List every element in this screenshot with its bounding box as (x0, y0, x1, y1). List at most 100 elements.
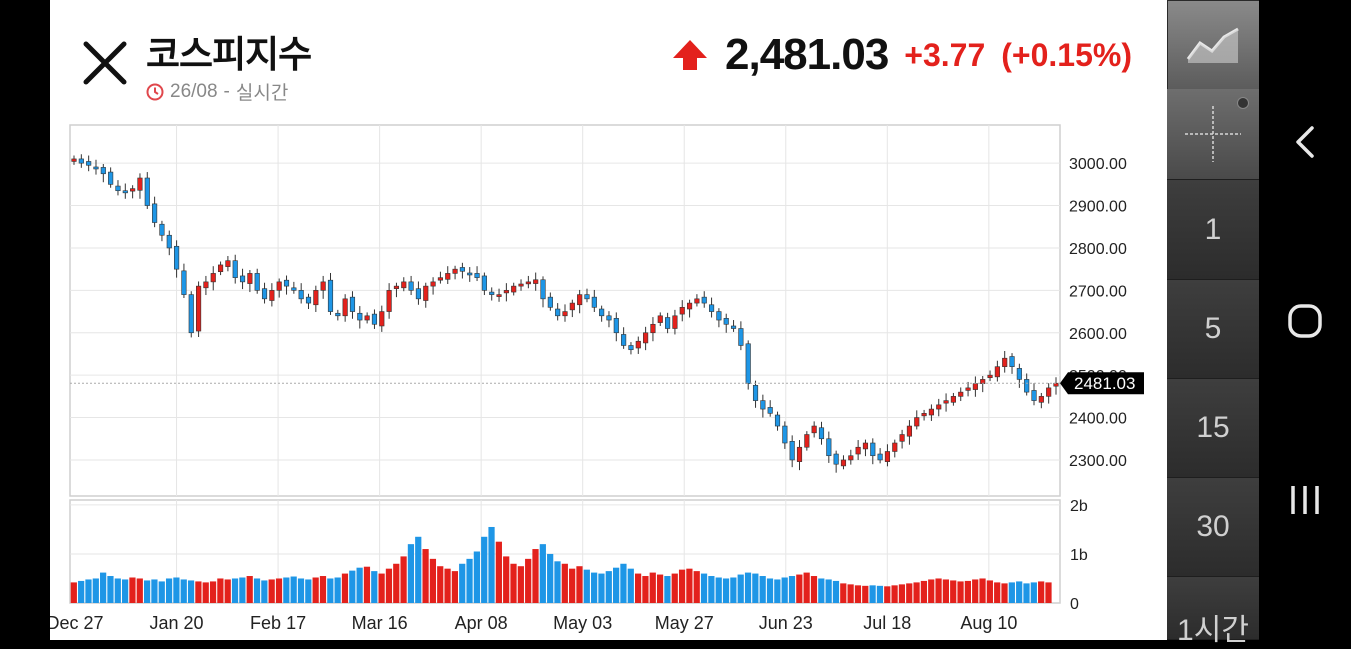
period-button-1[interactable]: 1 (1167, 180, 1259, 280)
volume-bar (942, 579, 950, 603)
candle-body (708, 304, 715, 312)
candle-body (1046, 387, 1052, 397)
volume-bar (605, 571, 612, 603)
candle-body (591, 296, 597, 308)
stock-chart[interactable]: 3000.002900.002800.002700.002600.002500.… (50, 0, 1167, 640)
volume-bar (906, 583, 913, 603)
candle-body (130, 188, 136, 192)
candle-body (511, 285, 517, 293)
y-tick-label: 2600.00 (1069, 326, 1127, 343)
y-tick-label: 3000.00 (1069, 156, 1127, 173)
candle-body (379, 311, 385, 327)
volume-bar (437, 566, 444, 603)
candle-body (767, 407, 773, 414)
candle-body (701, 296, 707, 304)
candle-body (577, 294, 583, 306)
candle-body (276, 281, 282, 291)
candle-body (687, 302, 693, 310)
back-button[interactable] (1259, 102, 1351, 182)
home-square-icon (1288, 304, 1322, 338)
volume-bar (700, 573, 708, 603)
volume-bar (466, 558, 473, 603)
mode-label: 실시간 (235, 83, 289, 104)
candle-body (159, 223, 165, 236)
volume-bar (400, 556, 407, 603)
candle-body (349, 296, 356, 312)
volume-bar (781, 577, 788, 603)
x-tick-label: Mar 16 (352, 613, 408, 633)
volume-bar (708, 576, 715, 603)
volume-bar (847, 584, 854, 603)
candle-body (899, 434, 905, 442)
volume-bar (481, 536, 488, 603)
volume-bar (722, 578, 730, 603)
close-icon[interactable] (78, 40, 132, 86)
x-tick-label: Jun 23 (759, 613, 813, 633)
price-summary: 2,481.03 +3.77 (+0.15%) (671, 30, 1132, 80)
left-edge (0, 0, 50, 640)
candle-body (547, 296, 553, 308)
candle-body (613, 318, 619, 334)
volume-bar (525, 558, 532, 603)
volume-bar (151, 579, 158, 603)
volume-bar (613, 567, 620, 603)
recents-button[interactable] (1259, 460, 1351, 540)
period-button-5[interactable]: 5 (1167, 280, 1259, 379)
volume-bar (290, 576, 297, 603)
candle-body (335, 312, 341, 317)
volume-bar (356, 567, 363, 603)
x-tick-label: Feb 17 (250, 613, 306, 633)
volume-bar (217, 578, 224, 603)
period-button-1h[interactable]: 1시간 (1167, 577, 1259, 647)
volume-bar (759, 576, 766, 603)
volume-bar (928, 579, 935, 603)
date-label: 26/08 (170, 80, 218, 102)
volume-bar (363, 566, 371, 603)
chart-type-button[interactable] (1167, 0, 1261, 90)
volume-bar (422, 549, 429, 603)
volume-bar (246, 576, 253, 603)
x-tick-label: Jan 20 (150, 613, 204, 633)
candle-body (694, 298, 700, 304)
period-button-15[interactable]: 15 (1167, 379, 1259, 478)
candle-body (305, 296, 312, 304)
crosshair-button[interactable] (1167, 89, 1259, 180)
candle-body (811, 425, 817, 434)
candle-body (371, 313, 378, 325)
volume-bar (766, 578, 774, 603)
volume-bar (195, 581, 202, 603)
candle-body (459, 267, 465, 272)
volume-bar (979, 578, 986, 603)
volume-bar (818, 578, 825, 603)
volume-bar (744, 572, 752, 603)
system-nav-bar (1259, 0, 1351, 640)
volume-bar (554, 561, 561, 603)
candle-body (108, 171, 114, 185)
candle-body (269, 290, 275, 301)
volume-bar (231, 578, 239, 603)
candle-body (401, 281, 407, 289)
candle-body (445, 273, 451, 280)
volume-bar (591, 572, 598, 603)
candle-body (283, 279, 290, 287)
volume-bar (693, 571, 700, 603)
volume-bar (158, 581, 165, 603)
indicator-dot (1237, 97, 1249, 109)
volume-bar (1008, 582, 1015, 603)
crosshair-icon (1185, 106, 1241, 162)
volume-bar (92, 578, 99, 603)
home-button[interactable] (1259, 281, 1351, 361)
volume-bar (752, 573, 759, 603)
volume-bar (561, 563, 568, 603)
volume-bar (935, 578, 942, 603)
candle-body (247, 273, 253, 284)
candle-body (950, 396, 956, 403)
volume-bar (334, 577, 341, 603)
period-button-30[interactable]: 30 (1167, 478, 1259, 577)
volume-bar (209, 581, 217, 603)
candle-body (357, 312, 363, 321)
volume-bar (415, 536, 422, 603)
candle-body (672, 315, 678, 329)
candle-body (782, 425, 788, 444)
candle-body (774, 414, 781, 427)
